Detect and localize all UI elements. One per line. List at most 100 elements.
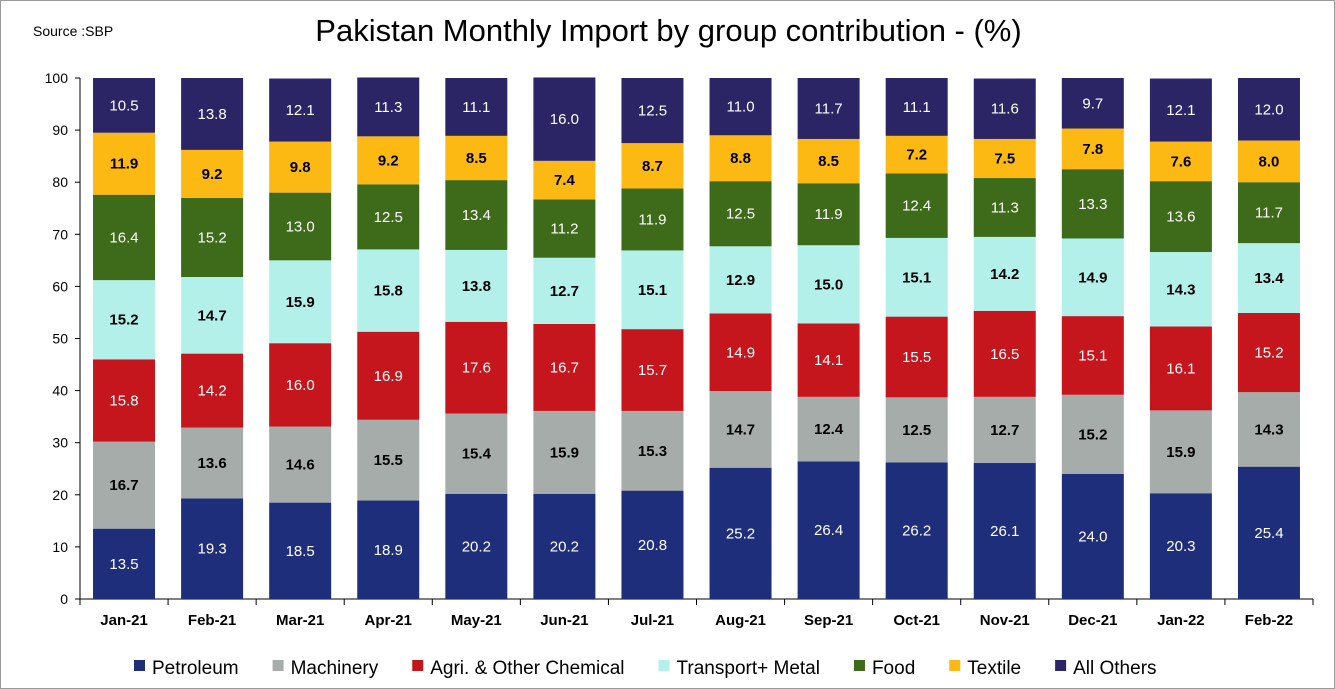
data-label: 20.2 <box>462 538 491 555</box>
bar-segment <box>533 323 596 411</box>
bar-segment <box>973 236 1036 311</box>
legend-swatch <box>949 660 961 671</box>
data-label: 14.2 <box>198 383 227 400</box>
data-label: 12.5 <box>726 206 755 223</box>
legend-item: Textile <box>949 658 1021 679</box>
bar-segment <box>269 426 332 503</box>
legend-item: Agri. & Other Chemical <box>412 658 625 679</box>
bar-segment <box>533 160 596 200</box>
data-label: 15.1 <box>902 269 931 286</box>
bar-segment <box>885 237 948 317</box>
bar-segment <box>1149 326 1212 411</box>
data-label: 17.6 <box>462 360 491 377</box>
data-label: 16.1 <box>1166 360 1195 377</box>
axes: 0 10 20 30 40 50 60 70 80 90 100 Jan-21 Feb-21 Mar-21… <box>45 70 1314 629</box>
data-label: 11.2 <box>550 221 578 238</box>
data-label: 15.1 <box>638 282 667 299</box>
bar-segment <box>885 316 948 398</box>
data-label: 19.3 <box>198 541 227 558</box>
x-tick-label: Mar-21 <box>276 612 324 629</box>
bar-segment <box>797 183 860 246</box>
x-tick-label: Sep-21 <box>804 612 853 629</box>
bar-segment <box>885 397 948 463</box>
bar-segment <box>533 77 596 161</box>
legend-label: Textile <box>967 658 1021 679</box>
data-label: 16.7 <box>550 359 579 376</box>
data-label: 15.3 <box>638 443 667 460</box>
legend-label: Transport+ Metal <box>677 658 820 679</box>
data-label: 16.0 <box>550 111 579 128</box>
data-label: 13.0 <box>286 218 315 235</box>
x-tick-label: Nov-21 <box>980 612 1030 629</box>
data-label: 12.9 <box>726 272 755 289</box>
bar-segment <box>1237 392 1300 467</box>
y-tick-label: 80 <box>52 174 68 190</box>
x-tick-label: Jan-21 <box>100 612 148 629</box>
y-tick-label: 0 <box>60 591 68 607</box>
bar-segment <box>269 141 332 193</box>
bar-segment <box>181 149 244 198</box>
bar-stack: 26.2 12.5 15.5 15.1 12.4 7.2 11.1 <box>885 78 948 599</box>
bar-segment <box>445 180 508 250</box>
bar-segment <box>357 331 420 420</box>
data-label: 12.4 <box>902 198 931 215</box>
bar-segment <box>93 359 156 442</box>
data-label: 12.1 <box>1166 102 1195 119</box>
bar-segment <box>181 277 244 354</box>
bar-segment <box>1061 169 1124 239</box>
bar-segment <box>445 321 508 414</box>
bar-segment <box>533 410 596 494</box>
bar-segment <box>797 78 860 139</box>
data-label: 13.3 <box>1078 196 1107 213</box>
data-label: 15.2 <box>198 229 227 246</box>
data-label: 20.3 <box>1166 538 1195 555</box>
x-tick-label: Jan-22 <box>1157 612 1205 629</box>
data-label: 13.5 <box>109 556 138 573</box>
bar-stack: 19.3 13.6 14.2 14.7 15.2 9.2 13.8 <box>181 78 244 599</box>
bar-segment <box>357 249 420 332</box>
bar-segment <box>973 178 1036 237</box>
data-label: 7.5 <box>994 150 1015 167</box>
data-label: 12.5 <box>638 103 667 120</box>
legend-item: Machinery <box>272 658 379 679</box>
legend-swatch <box>272 660 284 671</box>
bar-segment <box>709 467 772 599</box>
bar-segment <box>797 245 860 324</box>
bar-segment <box>621 490 684 599</box>
data-label: 12.5 <box>902 422 931 439</box>
bar-segment <box>181 427 244 499</box>
data-label: 11.7 <box>815 100 843 117</box>
data-label: 12.7 <box>990 422 1019 439</box>
bar-segment <box>885 462 948 599</box>
x-tick-label: Aug-21 <box>715 612 766 629</box>
data-label: 11.1 <box>903 99 931 116</box>
data-label: 11.9 <box>815 206 843 223</box>
bar-segment <box>621 143 684 189</box>
data-label: 12.5 <box>374 209 403 226</box>
data-label: 26.2 <box>902 523 931 540</box>
bar-segment <box>1061 78 1124 129</box>
bar-stack: 25.4 14.3 15.2 13.4 11.7 8.0 12.0 <box>1237 78 1300 599</box>
x-tick-label: Oct-21 <box>893 612 940 629</box>
legend-item: Petroleum <box>134 658 239 679</box>
legend-swatch <box>412 660 424 671</box>
data-label: 12.0 <box>1254 101 1283 118</box>
source-note: Source :SBP <box>33 23 114 39</box>
bar-segment <box>445 78 508 136</box>
y-tick-label: 60 <box>52 278 68 294</box>
legend-label: Machinery <box>291 658 379 679</box>
bar-segment <box>1149 493 1212 599</box>
data-label: 12.4 <box>814 421 844 438</box>
data-label: 15.9 <box>286 294 315 311</box>
bar-segment <box>709 181 772 247</box>
bar-segment <box>533 199 596 258</box>
data-label: 16.5 <box>990 346 1019 363</box>
data-label: 25.2 <box>726 525 755 542</box>
bar-stack: 26.4 12.4 14.1 15.0 11.9 8.5 11.7 <box>797 78 860 599</box>
bar-segment <box>445 413 508 494</box>
bar-segment <box>709 246 772 314</box>
x-tick-label: Feb-21 <box>188 612 236 629</box>
bar-segment <box>357 500 420 599</box>
bar-segment <box>93 280 156 360</box>
bar-segment <box>709 313 772 392</box>
